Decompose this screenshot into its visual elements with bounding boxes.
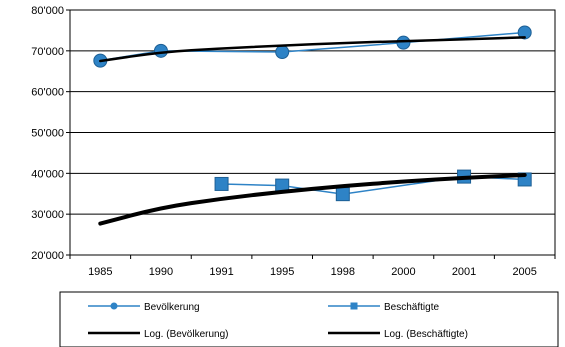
y-tick-label: 50'000 [31, 128, 64, 140]
x-tick-label: 1990 [149, 266, 173, 278]
y-tick-label: 20'000 [31, 250, 64, 262]
legend: Bevölkerung Beschäftigte Log. (Bevölkerung… [88, 302, 468, 340]
legend-marker-circle [110, 302, 118, 310]
legend-label-1: Beschäftigte [384, 302, 439, 313]
y-tick-label: 40'000 [31, 168, 64, 180]
data-point-beschaeftigte [214, 176, 229, 191]
legend-marker-square [350, 302, 358, 310]
y-tick-label: 70'000 [31, 46, 64, 58]
y-tick-label: 30'000 [31, 209, 64, 221]
data-point-beschaeftigte [335, 187, 350, 202]
x-tick-label: 2000 [391, 266, 415, 278]
legend-box [59, 291, 559, 347]
data-point-bevoelkerung [396, 35, 411, 50]
x-axis-ticks: 1985 1990 1991 1995 1998 2000 2001 2005 [69, 255, 556, 278]
legend-label-3: Log. (Beschäftigte) [384, 329, 468, 340]
y-tick-label: 60'000 [31, 87, 64, 99]
series-line-log-beschaeftigte [98, 172, 527, 226]
x-tick-label: 1995 [270, 266, 294, 278]
data-point-bevoelkerung [275, 45, 290, 60]
legend-label-0: Bevölkerung [144, 302, 200, 313]
x-tick-label: 2001 [452, 266, 476, 278]
data-point-bevoelkerung [153, 43, 168, 58]
x-tick-label: 1991 [209, 266, 233, 278]
y-tick-label: 80'000 [31, 5, 64, 17]
legend-label-2: Log. (Bevölkerung) [144, 329, 229, 340]
series-line-log-bevoelkerung [99, 36, 526, 63]
grid [70, 9, 555, 256]
y-axis-ticks: 20'000 30'000 40'000 50'000 60'000 70'000 80'0… [31, 5, 70, 262]
x-tick-label: 1985 [88, 266, 112, 278]
x-tick-label: 1998 [331, 266, 355, 278]
x-tick-label: 2005 [512, 266, 536, 278]
series [93, 25, 532, 226]
data-point-bevoelkerung [517, 25, 532, 40]
